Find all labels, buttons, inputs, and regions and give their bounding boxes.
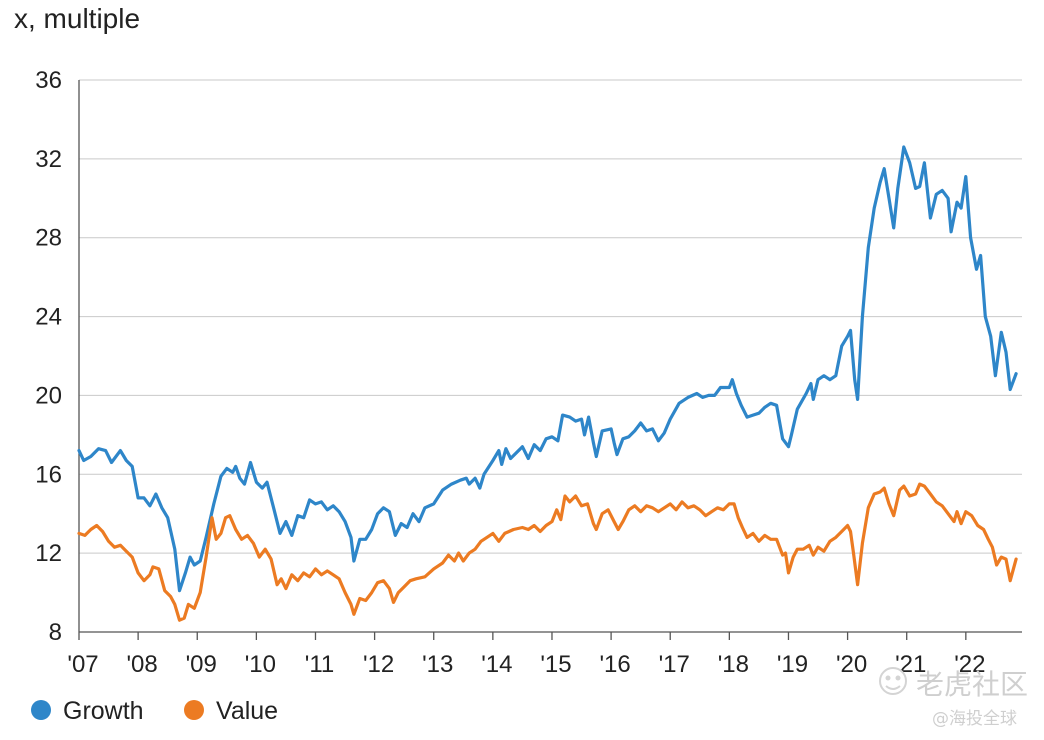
y-tick-label-32: 32 [35,146,62,173]
gridlines [79,79,1022,554]
y-tick-label-36: 36 [35,67,62,94]
legend: Growth Value [31,697,278,725]
x-tick-label-12: '19 [777,651,808,678]
y-axis-title: x, multiple [14,3,140,34]
x-tick-label-1: '08 [126,651,157,678]
x-tick-label-15: '22 [954,651,985,678]
series-line-growth [77,145,1018,593]
y-tick-label-28: 28 [35,225,62,252]
watermark: 老虎社区 @海投全球 [879,667,1028,729]
watermark-text-sub: @海投全球 [932,709,1017,729]
y-axis-ticks: 8 12 16 20 24 28 32 36 [35,67,62,646]
y-tick-label-16: 16 [35,461,62,488]
paw-logo-icon [879,667,907,695]
legend-label-value: Value [216,697,278,725]
x-tick-label-11: '18 [718,651,749,678]
x-tick-label-2: '09 [186,651,217,678]
y-tick-label-20: 20 [35,382,62,409]
legend-label-growth: Growth [63,697,144,725]
x-tick-label-6: '13 [422,651,453,678]
x-tick-label-7: '14 [481,651,512,678]
watermark-text-main: 老虎社区 [916,668,1028,701]
x-tick-label-4: '11 [305,651,335,678]
y-tick-label-12: 12 [35,540,62,567]
x-tick-label-13: '20 [836,651,867,678]
legend-marker-value [184,700,204,720]
x-tick-label-3: '10 [245,651,276,678]
x-tick-label-9: '16 [599,651,630,678]
x-tick-label-14: '21 [895,651,926,678]
legend-marker-growth [31,700,51,720]
y-tick-label-8: 8 [49,619,62,646]
x-tick-label-0: '07 [67,651,98,678]
y-tick-label-24: 24 [35,304,62,331]
x-tick-label-8: '15 [540,651,571,678]
x-tick-label-5: '12 [363,651,394,678]
series-line-value [77,482,1018,622]
x-tick-label-10: '17 [659,651,690,678]
x-axis-ticks: '07 '08 '09 '10 '11 '12 '13 '14 '15 '16 '17 '18 '19 '… [67,632,985,678]
series-group [77,145,1018,622]
